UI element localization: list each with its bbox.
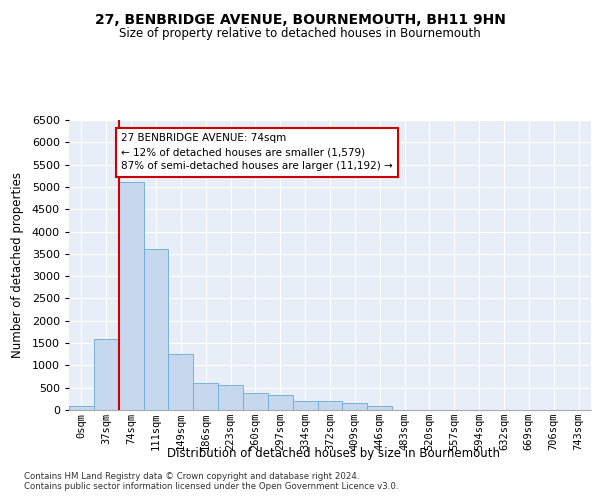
Bar [218,386,243,410]
Text: Contains public sector information licensed under the Open Government Licence v3: Contains public sector information licen… [24,482,398,491]
Bar [293,401,317,410]
Bar [268,395,293,410]
Text: Size of property relative to detached houses in Bournemouth: Size of property relative to detached ho… [119,28,481,40]
Bar [119,182,143,410]
Bar [343,404,367,410]
Text: Distribution of detached houses by size in Bournemouth: Distribution of detached houses by size … [167,448,500,460]
Bar [317,401,343,410]
Text: Contains HM Land Registry data © Crown copyright and database right 2024.: Contains HM Land Registry data © Crown c… [24,472,359,481]
Bar [243,394,268,410]
Y-axis label: Number of detached properties: Number of detached properties [11,172,23,358]
Text: 27 BENBRIDGE AVENUE: 74sqm
← 12% of detached houses are smaller (1,579)
87% of s: 27 BENBRIDGE AVENUE: 74sqm ← 12% of deta… [121,134,393,172]
Bar [169,354,193,410]
Text: 27, BENBRIDGE AVENUE, BOURNEMOUTH, BH11 9HN: 27, BENBRIDGE AVENUE, BOURNEMOUTH, BH11 … [95,12,505,26]
Bar [69,406,94,410]
Bar [193,383,218,410]
Bar [143,250,169,410]
Bar [94,338,119,410]
Bar [367,406,392,410]
